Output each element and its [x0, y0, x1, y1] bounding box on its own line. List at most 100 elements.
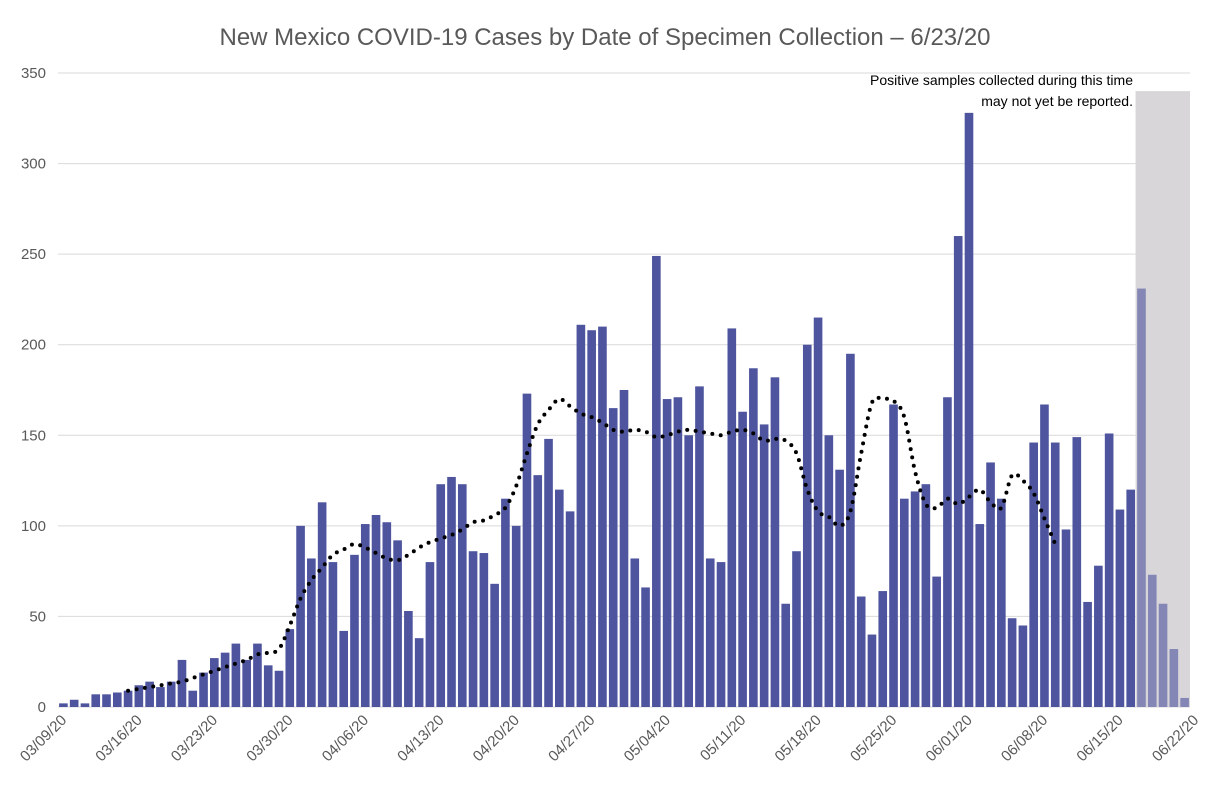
bar	[69, 699, 79, 707]
bar	[705, 558, 715, 707]
bar	[565, 511, 575, 707]
bar	[263, 665, 273, 707]
bar	[824, 435, 834, 707]
bar	[1104, 433, 1114, 707]
bar	[813, 317, 823, 707]
bar	[350, 554, 359, 707]
bar	[360, 524, 370, 707]
bar	[921, 484, 931, 707]
bar	[781, 603, 791, 707]
bar	[587, 330, 596, 707]
bar	[457, 484, 467, 707]
bar	[867, 634, 877, 707]
x-tick-label: 06/08/20	[998, 712, 1051, 765]
bar	[889, 404, 898, 707]
bar	[555, 489, 564, 707]
bar	[371, 514, 381, 707]
bars	[59, 112, 1189, 707]
y-tick-label: 350	[21, 65, 46, 82]
bar	[479, 553, 489, 707]
bar	[738, 411, 747, 707]
bar	[878, 591, 888, 707]
bar	[1029, 442, 1038, 707]
x-tick-label: 04/20/20	[470, 712, 523, 765]
incomplete-note-line2: may not yet be reported.	[981, 93, 1133, 109]
bar	[727, 328, 737, 707]
x-tick-label: 05/11/20	[697, 712, 750, 765]
bar	[1126, 489, 1136, 707]
bar	[662, 399, 672, 707]
x-tick-label: 06/22/20	[1149, 712, 1202, 765]
bar	[166, 681, 176, 707]
bar	[673, 397, 683, 707]
bar	[253, 643, 262, 707]
bar	[576, 324, 586, 707]
x-tick-label: 04/13/20	[394, 712, 447, 765]
bar	[986, 462, 995, 707]
bar	[285, 629, 295, 707]
bar	[274, 670, 284, 707]
bar	[695, 386, 704, 707]
bar	[177, 659, 187, 707]
bar	[1147, 574, 1157, 707]
bar	[964, 112, 974, 707]
moving-average-line	[126, 395, 1058, 693]
bar	[943, 397, 952, 707]
bar	[145, 681, 154, 707]
bar	[910, 491, 920, 707]
bar	[134, 685, 144, 707]
bar	[608, 408, 618, 707]
bar	[339, 630, 349, 707]
x-tick-label: 05/18/20	[772, 712, 825, 765]
x-tick-label: 06/15/20	[1073, 712, 1126, 765]
bar	[1083, 601, 1092, 707]
bar	[1169, 649, 1179, 707]
bar	[544, 438, 553, 707]
y-tick-label: 200	[21, 337, 46, 354]
bar	[792, 551, 801, 707]
bar	[522, 393, 532, 707]
bar	[1050, 442, 1060, 707]
bar	[317, 502, 327, 707]
bar	[641, 587, 650, 707]
bar	[123, 690, 133, 707]
bar	[1072, 437, 1082, 707]
bar	[91, 694, 101, 707]
bar	[932, 576, 941, 707]
bar	[899, 498, 909, 707]
bar	[220, 652, 230, 707]
bar	[630, 558, 640, 707]
bar	[652, 255, 661, 707]
bar	[835, 469, 844, 707]
bar	[231, 643, 241, 707]
bar	[199, 672, 208, 707]
bar	[1007, 618, 1017, 707]
x-tick-label: 03/16/20	[92, 712, 145, 765]
bar	[296, 525, 305, 707]
bar	[102, 694, 111, 707]
x-tick-label: 04/06/20	[319, 712, 372, 765]
bar	[468, 551, 478, 707]
bar	[404, 610, 413, 707]
incomplete-note-line1: Positive samples collected during this t…	[870, 72, 1133, 88]
y-tick-label: 0	[38, 699, 46, 716]
bar	[188, 690, 198, 707]
bar	[382, 522, 392, 707]
bar	[307, 558, 316, 707]
bar	[759, 424, 769, 707]
bar	[1137, 288, 1146, 707]
bar	[436, 484, 446, 707]
bar	[393, 540, 402, 707]
y-tick-label: 150	[21, 427, 46, 444]
bar	[802, 344, 812, 707]
bar	[749, 368, 758, 707]
x-tick-label: 03/30/20	[243, 712, 296, 765]
bar	[1018, 625, 1028, 707]
bar	[59, 703, 68, 707]
bar	[684, 435, 693, 707]
bar	[770, 377, 780, 707]
bar	[1180, 697, 1189, 707]
bar	[501, 498, 510, 707]
x-tick-label: 05/04/20	[621, 712, 674, 765]
